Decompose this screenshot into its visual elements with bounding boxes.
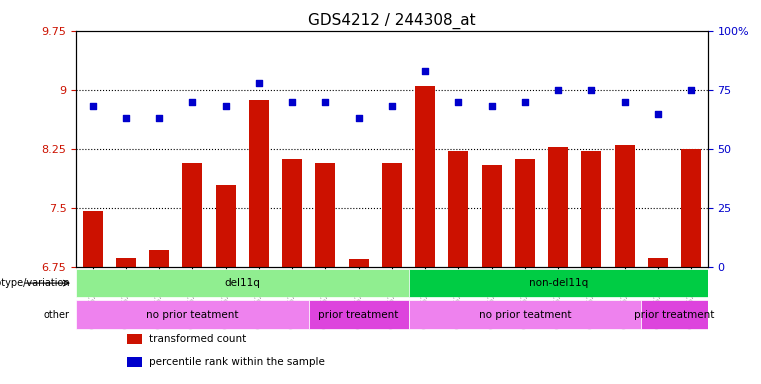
Bar <box>116 258 136 267</box>
Bar <box>316 163 336 267</box>
Point <box>452 99 464 105</box>
Point <box>619 99 631 105</box>
Bar <box>681 149 701 267</box>
Point <box>685 87 697 93</box>
Point <box>486 103 498 109</box>
Point <box>552 87 564 93</box>
Point <box>386 103 398 109</box>
Point <box>352 115 365 121</box>
Title: GDS4212 / 244308_at: GDS4212 / 244308_at <box>308 13 476 29</box>
Bar <box>548 147 568 267</box>
Bar <box>349 260 368 267</box>
Point <box>220 103 232 109</box>
Bar <box>282 159 302 267</box>
Point <box>585 87 597 93</box>
Bar <box>382 163 402 267</box>
Text: transformed count: transformed count <box>148 334 246 344</box>
Point <box>153 115 165 121</box>
Text: genotype/variation: genotype/variation <box>0 278 70 288</box>
Text: non-del11q: non-del11q <box>528 278 587 288</box>
Point <box>419 68 431 74</box>
Bar <box>648 258 668 267</box>
FancyBboxPatch shape <box>409 300 642 329</box>
Point <box>286 99 298 105</box>
Point <box>651 111 664 117</box>
FancyBboxPatch shape <box>76 300 309 329</box>
Point <box>186 99 199 105</box>
Bar <box>126 334 142 344</box>
Bar <box>149 250 169 267</box>
Point <box>120 115 132 121</box>
Bar <box>448 151 468 267</box>
Bar <box>581 151 601 267</box>
FancyBboxPatch shape <box>76 269 409 297</box>
Bar <box>83 210 103 267</box>
Point <box>87 103 99 109</box>
FancyBboxPatch shape <box>309 300 409 329</box>
Point <box>519 99 531 105</box>
Text: other: other <box>44 310 70 319</box>
Bar <box>515 159 535 267</box>
Text: del11q: del11q <box>224 278 260 288</box>
Point <box>253 80 265 86</box>
Bar <box>183 163 202 267</box>
Point <box>320 99 332 105</box>
Text: no prior teatment: no prior teatment <box>146 310 239 319</box>
FancyBboxPatch shape <box>642 300 708 329</box>
Bar <box>615 145 635 267</box>
Text: no prior teatment: no prior teatment <box>479 310 572 319</box>
Text: prior treatment: prior treatment <box>319 310 399 319</box>
Bar <box>126 357 142 367</box>
Bar <box>215 184 236 267</box>
Text: percentile rank within the sample: percentile rank within the sample <box>148 358 325 367</box>
Bar <box>249 100 269 267</box>
Text: prior treatment: prior treatment <box>635 310 715 319</box>
Bar <box>416 86 435 267</box>
FancyBboxPatch shape <box>409 269 708 297</box>
Bar <box>482 165 501 267</box>
